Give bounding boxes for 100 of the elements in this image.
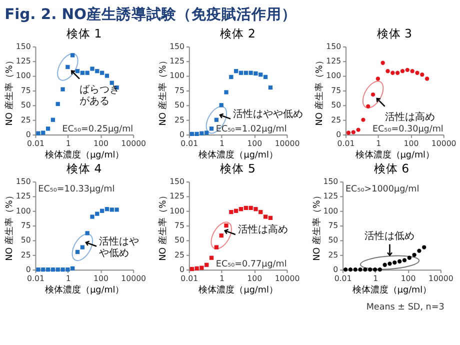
- y-tick-label: 150: [16, 176, 31, 186]
- y-tick-label: 150: [16, 42, 31, 51]
- y-tick-label: 25: [174, 115, 185, 124]
- x-tick-label: 0.01: [334, 274, 352, 283]
- point: [85, 70, 90, 75]
- y-tick-label: 100: [16, 71, 31, 80]
- point: [214, 245, 219, 250]
- point: [388, 262, 392, 266]
- y-tick-label: 25: [331, 115, 342, 124]
- x-tick-label: 1: [220, 274, 225, 283]
- point: [104, 74, 110, 78]
- x-tick-label: 1: [220, 138, 225, 148]
- point: [405, 68, 410, 72]
- point: [268, 216, 273, 220]
- point: [200, 266, 204, 270]
- point: [80, 70, 84, 75]
- point: [380, 60, 385, 65]
- point: [244, 70, 248, 75]
- y-tick-label: 0: [336, 130, 342, 139]
- y-tick-label: 100: [326, 71, 342, 80]
- point: [114, 208, 119, 212]
- point: [209, 256, 214, 260]
- chart-title: 検体 1: [66, 26, 102, 41]
- x-axis-title: 検体濃度（μg/ml）: [355, 150, 434, 161]
- y-tick-label: 150: [326, 42, 342, 51]
- y-tick-label: 0: [26, 130, 31, 139]
- x-axis-title: 検体濃度（μg/ml）: [198, 150, 278, 161]
- point: [56, 268, 60, 272]
- y-tick-label: 0: [333, 265, 338, 274]
- point: [412, 252, 416, 257]
- point: [46, 268, 50, 272]
- point: [351, 130, 356, 134]
- y-tick-label: 25: [20, 115, 31, 124]
- point: [254, 207, 258, 212]
- x-tick-label: 0.01: [27, 274, 44, 283]
- point: [204, 262, 209, 267]
- x-tick-label: 10000: [431, 138, 456, 148]
- point: [382, 262, 387, 267]
- point: [386, 69, 390, 74]
- point: [56, 102, 60, 106]
- y-tick-label: 0: [180, 130, 185, 139]
- point: [229, 210, 234, 214]
- y-axis-title: NO 産生率（%）: [158, 56, 169, 126]
- point: [70, 266, 75, 270]
- point: [75, 250, 80, 254]
- point: [194, 132, 199, 136]
- point: [36, 131, 40, 136]
- x-tick-label: 10000: [121, 274, 146, 283]
- point: [194, 266, 199, 270]
- point: [85, 231, 90, 236]
- point: [376, 76, 380, 81]
- point: [90, 214, 94, 219]
- point: [75, 69, 80, 74]
- x-tick-label: 100: [247, 138, 262, 148]
- x-tick-label: 100: [247, 274, 262, 283]
- point: [268, 85, 273, 90]
- point: [204, 130, 209, 135]
- point: [346, 130, 351, 135]
- x-axis-title: 検体濃度（μg/ml）: [352, 284, 432, 296]
- point: [356, 128, 360, 132]
- text: Means ± SD, n=3: [366, 302, 444, 313]
- y-tick-label: 150: [170, 42, 185, 51]
- y-tick-label: 50: [328, 236, 338, 245]
- x-tick-label: 10000: [274, 138, 300, 148]
- point: [60, 268, 65, 272]
- point: [400, 69, 405, 74]
- point: [238, 70, 244, 75]
- annotation: ばらつきがある: [79, 84, 120, 108]
- y-tick-label: 0: [26, 265, 31, 274]
- chart-title: 検体 2: [220, 26, 256, 41]
- annotation: EC₅₀>1000μg/ml: [345, 184, 420, 194]
- y-tick-label: 25: [328, 250, 338, 260]
- y-tick-label: 25: [174, 250, 185, 260]
- x-tick-label: 100: [404, 138, 419, 148]
- annotation: EC₅₀=1.02μg/ml: [216, 124, 287, 135]
- point: [254, 71, 258, 76]
- y-tick-label: 75: [331, 86, 342, 95]
- point: [258, 210, 263, 214]
- y-axis-title: NO 産生率（%）: [158, 191, 169, 261]
- point: [95, 212, 100, 216]
- chart-title: 検体 5: [220, 162, 256, 176]
- point: [396, 70, 400, 75]
- point: [358, 268, 362, 272]
- x-tick-label: 1: [66, 138, 71, 148]
- point: [353, 268, 358, 272]
- point: [41, 130, 46, 135]
- point: [363, 268, 368, 272]
- y-tick-label: 0: [180, 265, 185, 274]
- x-axis-title: 検体濃度（μg/ml）: [198, 284, 278, 296]
- point: [263, 74, 268, 80]
- text: Fig. 2. NO産生誘導試験（免疫賦活作用）: [4, 5, 297, 24]
- y-tick-label: 50: [331, 100, 342, 110]
- y-axis-title: NO 産生率（%）: [4, 56, 15, 126]
- point: [417, 248, 422, 253]
- point: [209, 126, 214, 131]
- point: [219, 103, 224, 108]
- annotation: 活性は高め: [384, 111, 435, 124]
- y-axis-title: NO 産生率（%）: [4, 191, 15, 261]
- annotation: 活性は低め: [364, 230, 415, 242]
- point: [224, 90, 228, 94]
